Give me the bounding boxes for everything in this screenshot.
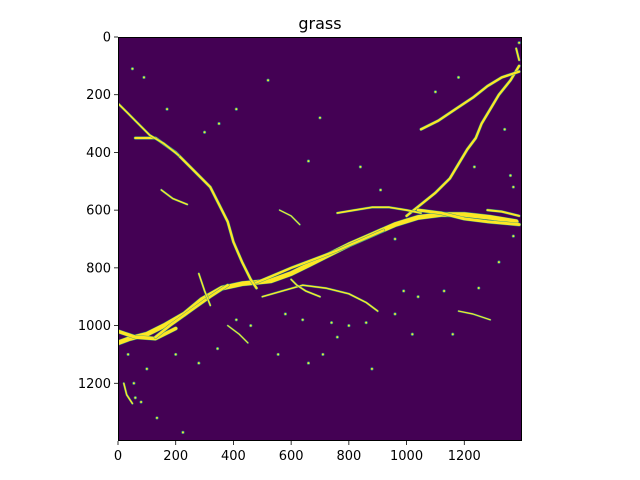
y-tick-label: 800 <box>86 261 111 276</box>
grass-speck-42 <box>517 41 521 45</box>
x-tick-label: 400 <box>221 449 246 464</box>
grass-region-8 <box>336 206 422 214</box>
grass-speck-8 <box>306 361 311 365</box>
grass-speck-13 <box>442 289 446 293</box>
grass-speck-32 <box>433 90 438 94</box>
grass-speck-30 <box>358 165 363 169</box>
grass-region-11 <box>261 284 379 312</box>
grass-speck-49 <box>410 332 414 336</box>
grass-speck-15 <box>477 286 481 290</box>
y-axis: 0 200 400 600 800 1000 1200 <box>78 31 118 392</box>
grass-speck-48 <box>364 321 368 325</box>
grass-speck-40 <box>142 75 146 79</box>
grass-region-18 <box>457 310 491 321</box>
grass-region-19 <box>279 209 301 226</box>
grass-speck-0 <box>133 396 137 400</box>
x-tick-label: 200 <box>163 449 188 464</box>
grass-speck-27 <box>217 121 221 126</box>
grass-speck-43 <box>508 173 513 178</box>
grass-speck-23 <box>145 367 149 371</box>
grass-speck-17 <box>511 234 515 238</box>
grass-speck-12 <box>416 295 420 299</box>
grass-speck-24 <box>126 352 130 357</box>
grass-speck-46 <box>301 318 305 322</box>
grass-speck-4 <box>215 347 220 351</box>
grass-speck-39 <box>130 67 135 71</box>
grass-speck-47 <box>335 335 339 339</box>
grass-speck-26 <box>202 130 207 134</box>
grass-speck-9 <box>321 352 325 357</box>
grass-speck-36 <box>511 185 515 189</box>
grass-region-7 <box>419 70 521 131</box>
grass-speck-16 <box>497 260 501 264</box>
grass-speck-33 <box>456 75 461 79</box>
grass-speck-35 <box>503 127 507 131</box>
grass-speck-6 <box>249 323 253 328</box>
grass-region-10 <box>486 209 521 217</box>
grass-speck-19 <box>329 321 334 325</box>
grass-region-6 <box>405 64 521 218</box>
x-tick-label: 1200 <box>448 449 481 464</box>
grass-region-16 <box>160 189 189 206</box>
grass-speck-22 <box>174 352 178 357</box>
chart-title: grass <box>298 14 341 33</box>
grass-region-12 <box>198 272 212 307</box>
grass-speck-21 <box>197 361 201 365</box>
grass-speck-31 <box>379 188 383 192</box>
grass-speck-38 <box>318 116 322 120</box>
y-tick-label: 400 <box>86 146 111 161</box>
grass-speck-7 <box>276 352 280 357</box>
grass-speck-10 <box>370 367 374 371</box>
x-tick-label: 800 <box>336 449 361 464</box>
grass-speck-45 <box>283 312 287 316</box>
y-tick-label: 1000 <box>78 319 111 334</box>
grass-speck-41 <box>165 107 169 111</box>
grass-speck-14 <box>451 332 455 336</box>
grass-region-14 <box>515 47 520 61</box>
x-tick-label: 1000 <box>390 449 423 464</box>
x-axis: 0 200 400 600 800 1000 1200 <box>114 441 481 464</box>
grass-region-9 <box>416 208 521 227</box>
grass-speck-2 <box>155 416 159 420</box>
y-tick-label: 0 <box>103 31 111 46</box>
x-tick-label: 600 <box>279 449 304 464</box>
grass-speck-28 <box>234 107 238 111</box>
grass-region-13 <box>290 278 321 298</box>
grass-speck-5 <box>234 318 238 322</box>
grass-speck-18 <box>402 289 406 293</box>
grass-region-15 <box>123 382 134 405</box>
plot-frame <box>118 37 522 441</box>
grass-speck-44 <box>393 237 397 241</box>
grass-speck-3 <box>181 430 185 434</box>
grass-speck-29 <box>306 159 311 163</box>
grass-speck-25 <box>132 381 136 385</box>
grass-mask-layer <box>118 41 521 434</box>
y-tick-label: 600 <box>86 204 111 219</box>
grass-speck-1 <box>139 400 143 404</box>
grass-speck-34 <box>472 165 476 169</box>
heatmap-background <box>118 37 522 441</box>
grass-region-3 <box>154 283 229 339</box>
grass-speck-20 <box>347 323 351 328</box>
grass-region-5 <box>118 102 180 157</box>
grass-speck-11 <box>393 312 397 316</box>
grass-region-0 <box>118 212 519 346</box>
x-tick-label: 0 <box>114 449 122 464</box>
grass-region-17 <box>227 325 249 344</box>
grass-speck-37 <box>266 78 270 82</box>
y-tick-label: 1200 <box>78 377 111 392</box>
grass-region-2 <box>252 229 385 285</box>
grass-region-1 <box>118 326 178 341</box>
y-tick-label: 200 <box>86 88 111 103</box>
